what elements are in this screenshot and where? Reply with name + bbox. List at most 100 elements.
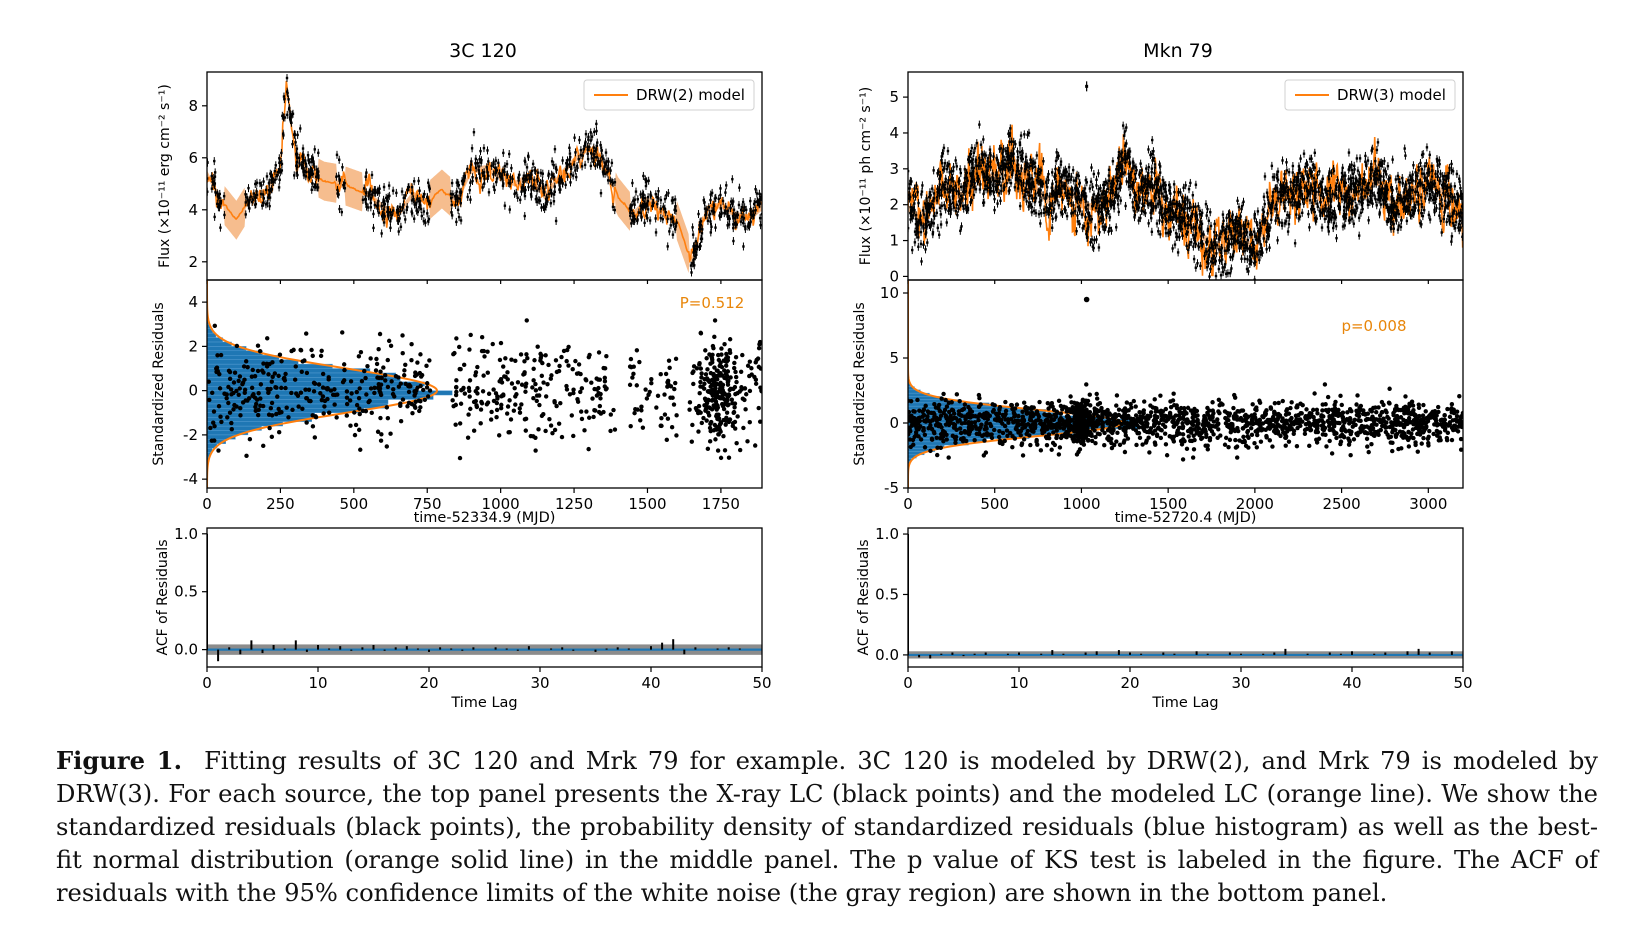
data-point (1215, 252, 1218, 255)
residual-point (417, 408, 422, 414)
data-point (999, 199, 1002, 203)
residual-point (732, 360, 737, 366)
data-point (218, 192, 221, 196)
data-point (961, 197, 964, 200)
data-point (372, 226, 375, 230)
data-point (508, 208, 511, 211)
residual-point (548, 423, 554, 428)
data-point (973, 147, 977, 150)
data-point (600, 155, 604, 158)
data-point (422, 219, 426, 223)
data-point (539, 171, 543, 175)
data-point (207, 161, 209, 164)
residual-point (269, 379, 274, 384)
data-point (595, 129, 598, 133)
data-point (485, 166, 488, 169)
data-point (1209, 224, 1213, 228)
data-point (668, 230, 671, 233)
data-point (1133, 172, 1137, 176)
data-point (610, 161, 614, 165)
data-point (410, 210, 413, 213)
data-point (1255, 221, 1258, 224)
data-point (213, 183, 216, 187)
data-point (266, 196, 270, 199)
data-point (399, 225, 403, 228)
data-point (1084, 215, 1087, 219)
data-point (915, 184, 918, 187)
data-point (537, 198, 541, 202)
residual-point (482, 354, 487, 359)
data-point (223, 213, 226, 217)
data-point (1172, 183, 1176, 186)
residual-point (290, 407, 295, 412)
data-point (1016, 150, 1019, 153)
residual-point (243, 359, 249, 364)
data-point (494, 159, 498, 162)
y-tick-label: 6 (188, 149, 198, 167)
data-point (500, 175, 503, 178)
residual-point (266, 372, 271, 377)
data-point (529, 193, 533, 196)
data-point (1191, 194, 1195, 197)
data-point (552, 175, 556, 179)
legend-label: DRW(2) model (636, 86, 745, 104)
data-point (214, 191, 217, 194)
data-point (553, 147, 557, 151)
residual-point (269, 434, 275, 440)
data-point (401, 206, 404, 209)
data-point (1304, 170, 1307, 173)
data-point (1160, 213, 1163, 217)
data-point (1382, 169, 1386, 172)
data-point (270, 180, 274, 184)
residual-point (696, 409, 702, 414)
residual-point (666, 358, 672, 363)
data-point (458, 197, 462, 200)
data-point (1314, 181, 1318, 184)
residual-point (602, 379, 608, 384)
data-point (1164, 218, 1167, 221)
data-point (732, 208, 736, 211)
legend-box (583, 79, 755, 111)
data-point (645, 214, 648, 217)
residual-point (552, 398, 557, 404)
data-point (279, 170, 282, 174)
data-point (1111, 200, 1115, 203)
data-point (599, 160, 602, 163)
data-point (613, 208, 616, 212)
data-point (695, 253, 698, 257)
data-point (994, 179, 998, 183)
data-point (597, 160, 600, 163)
data-point (1070, 201, 1073, 205)
data-point (999, 184, 1003, 187)
residual-point (578, 371, 583, 377)
residual-point (729, 397, 735, 402)
data-point (921, 209, 925, 212)
data-point (1213, 230, 1216, 234)
data-point (1176, 251, 1180, 254)
data-point (1172, 198, 1176, 202)
data-point (709, 220, 712, 223)
data-point (1191, 212, 1194, 216)
data-point (719, 187, 722, 190)
data-point (1117, 176, 1121, 179)
data-point (302, 173, 306, 177)
data-point (1384, 170, 1387, 173)
data-point (673, 198, 677, 201)
data-point (583, 163, 587, 167)
residual-point (663, 371, 669, 377)
data-point (412, 180, 416, 183)
residual-point (662, 412, 668, 417)
data-point (383, 215, 386, 218)
data-point (533, 186, 537, 190)
residual-point (674, 413, 679, 418)
data-point (929, 225, 932, 229)
data-point (397, 230, 400, 233)
data-point (566, 175, 569, 178)
histogram-bar (207, 359, 299, 365)
x-tick-label: 30 (530, 674, 549, 692)
data-point (581, 154, 584, 157)
data-point (509, 176, 512, 179)
data-point (312, 160, 315, 163)
residual-point (573, 358, 578, 364)
data-point (1348, 187, 1352, 191)
